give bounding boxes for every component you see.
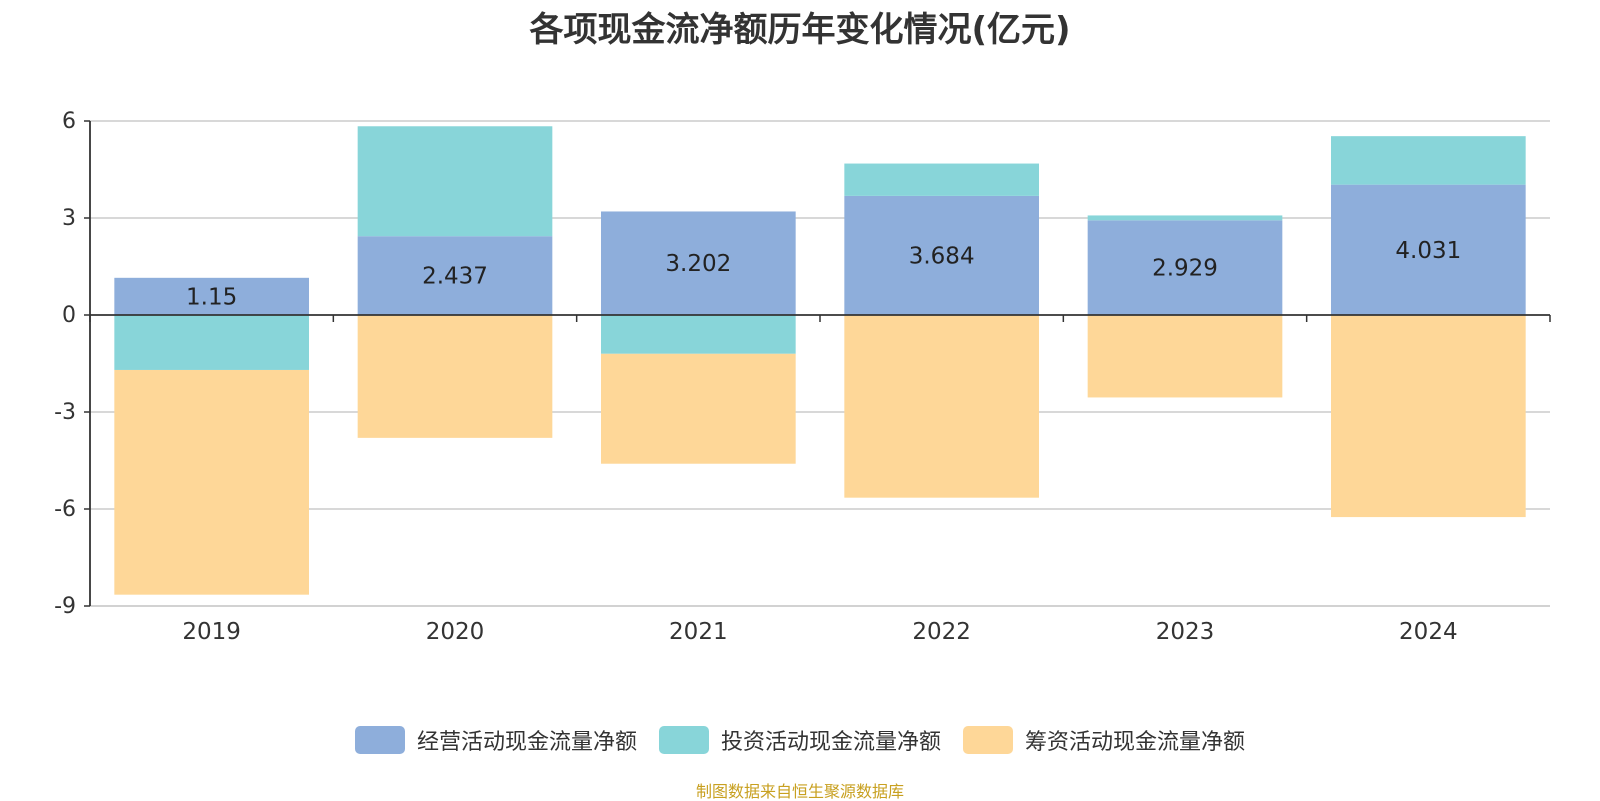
- grid-lines: [90, 120, 1550, 607]
- bar-investing-2022: [844, 163, 1039, 196]
- data-label-2021: 3.202: [665, 251, 731, 277]
- bar-investing-2019: [114, 315, 309, 370]
- bar-financing-2024: [1331, 315, 1526, 518]
- bar-investing-2023: [1087, 215, 1283, 221]
- legend-label-financing: 筹资活动现金流量净额: [1025, 730, 1246, 755]
- y-tick-label: 6: [62, 109, 76, 134]
- source-note: 制图数据来自恒生聚源数据库: [695, 782, 904, 801]
- bar-investing-2021: [601, 315, 796, 354]
- x-tick-label-2020: 2020: [426, 619, 485, 645]
- legend-label-operating: 经营活动现金流量净额: [416, 730, 637, 755]
- legend-label-investing: 投资活动现金流量净额: [720, 730, 941, 755]
- legend-swatch-investing: [658, 726, 709, 754]
- data-label-2024: 4.031: [1395, 238, 1461, 264]
- bar-financing-2021: [601, 353, 796, 464]
- bar-operating-2022: [844, 195, 1039, 315]
- legend-item-financing[interactable]: 筹资活动现金流量净额: [963, 724, 1245, 756]
- data-label-2020: 2.437: [422, 264, 488, 290]
- bar-financing-2022: [844, 315, 1039, 498]
- bar-financing-2023: [1087, 315, 1283, 398]
- legend-swatch-financing: [963, 726, 1013, 754]
- bar-investing-2020: [357, 126, 553, 237]
- chart-plot: 6 3 0 -3 -6 -9 2019 2020 2021 2022 2023 2024 1.15 2.…: [54, 109, 1551, 645]
- y-tick-label: 0: [62, 303, 76, 328]
- bar-investing-2024: [1331, 136, 1526, 185]
- bar-operating-2019: [114, 277, 309, 315]
- x-tick-label-2023: 2023: [1156, 619, 1215, 645]
- bar-operating-2024: [1331, 184, 1526, 315]
- y-tick-label: 3: [62, 206, 76, 231]
- data-labels: 1.15 2.437 3.202 3.684 2.929 4.031: [186, 238, 1461, 311]
- bar-financing-2019: [114, 369, 309, 595]
- legend-item-operating[interactable]: 经营活动现金流量净额: [354, 724, 637, 756]
- chart-title: 各项现金流净额历年变化情况(亿元): [529, 10, 1071, 50]
- x-tick-label-2024: 2024: [1399, 619, 1458, 645]
- bar-operating-2023: [1087, 220, 1283, 315]
- bars: [114, 126, 1526, 595]
- y-tick-label: -3: [54, 400, 76, 425]
- y-tick-label: -9: [54, 594, 76, 619]
- legend: 经营活动现金流量净额 投资活动现金流量净额 筹资活动现金流量净额: [0, 724, 1600, 756]
- bar-operating-2020: [357, 236, 553, 315]
- legend-swatch-operating: [354, 726, 405, 754]
- bar-financing-2020: [357, 315, 553, 438]
- data-label-2019: 1.15: [186, 284, 237, 310]
- data-label-2023: 2.929: [1152, 256, 1218, 282]
- y-tick-label: -6: [54, 497, 76, 522]
- bar-operating-2021: [601, 211, 796, 315]
- legend-item-investing[interactable]: 投资活动现金流量净额: [658, 724, 941, 756]
- x-tick-label-2019: 2019: [182, 619, 241, 645]
- data-label-2022: 3.684: [909, 243, 975, 269]
- axes: 6 3 0 -3 -6 -9 2019 2020 2021 2022 2023 2024: [54, 109, 1551, 645]
- x-tick-label-2021: 2021: [669, 619, 728, 645]
- x-tick-label-2022: 2022: [912, 619, 971, 645]
